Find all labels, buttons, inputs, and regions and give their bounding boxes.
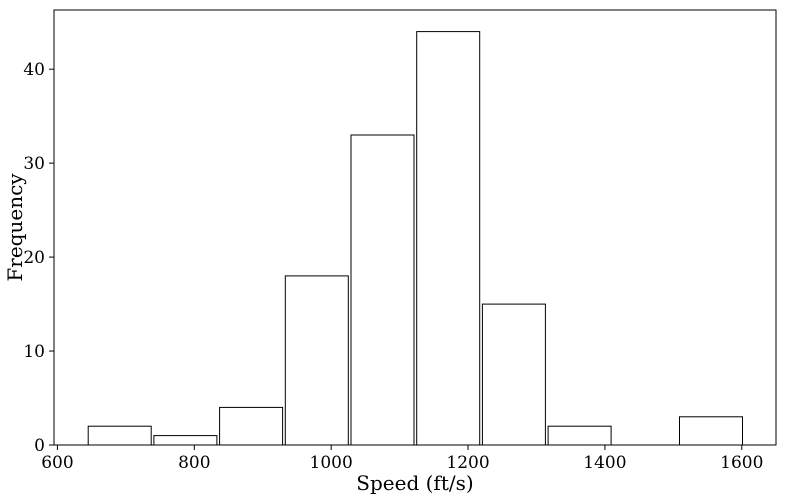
histogram-bar [416, 31, 481, 446]
histogram-bar [679, 416, 743, 446]
histogram-bar [284, 275, 349, 446]
x-tick-label: 1000 [310, 453, 353, 473]
histogram-bar [219, 406, 284, 446]
histogram-bar [153, 435, 218, 446]
x-tick-label: 800 [178, 453, 210, 473]
histogram-bar [481, 303, 546, 446]
x-tick-label: 1400 [583, 453, 626, 473]
y-tick-label: 30 [23, 154, 45, 174]
histogram-bar [87, 425, 152, 446]
x-axis: 600 800 1000 1200 1400 1600 [41, 445, 763, 473]
y-axis-label: Frequency [3, 173, 27, 282]
y-tick-label: 0 [34, 436, 45, 456]
x-tick-label: 600 [41, 453, 73, 473]
bars-group [87, 31, 743, 446]
y-axis: 0 10 20 30 40 [23, 60, 54, 456]
histogram-bar [350, 134, 415, 446]
y-tick-label: 40 [23, 60, 45, 80]
y-tick-label: 20 [23, 248, 45, 268]
histogram-bar [547, 425, 612, 446]
y-tick-label: 10 [23, 342, 45, 362]
x-tick-label: 1200 [446, 453, 489, 473]
x-axis-label: Speed (ft/s) [356, 471, 473, 495]
plot-frame [53, 9, 777, 446]
x-tick-label: 1600 [720, 453, 763, 473]
